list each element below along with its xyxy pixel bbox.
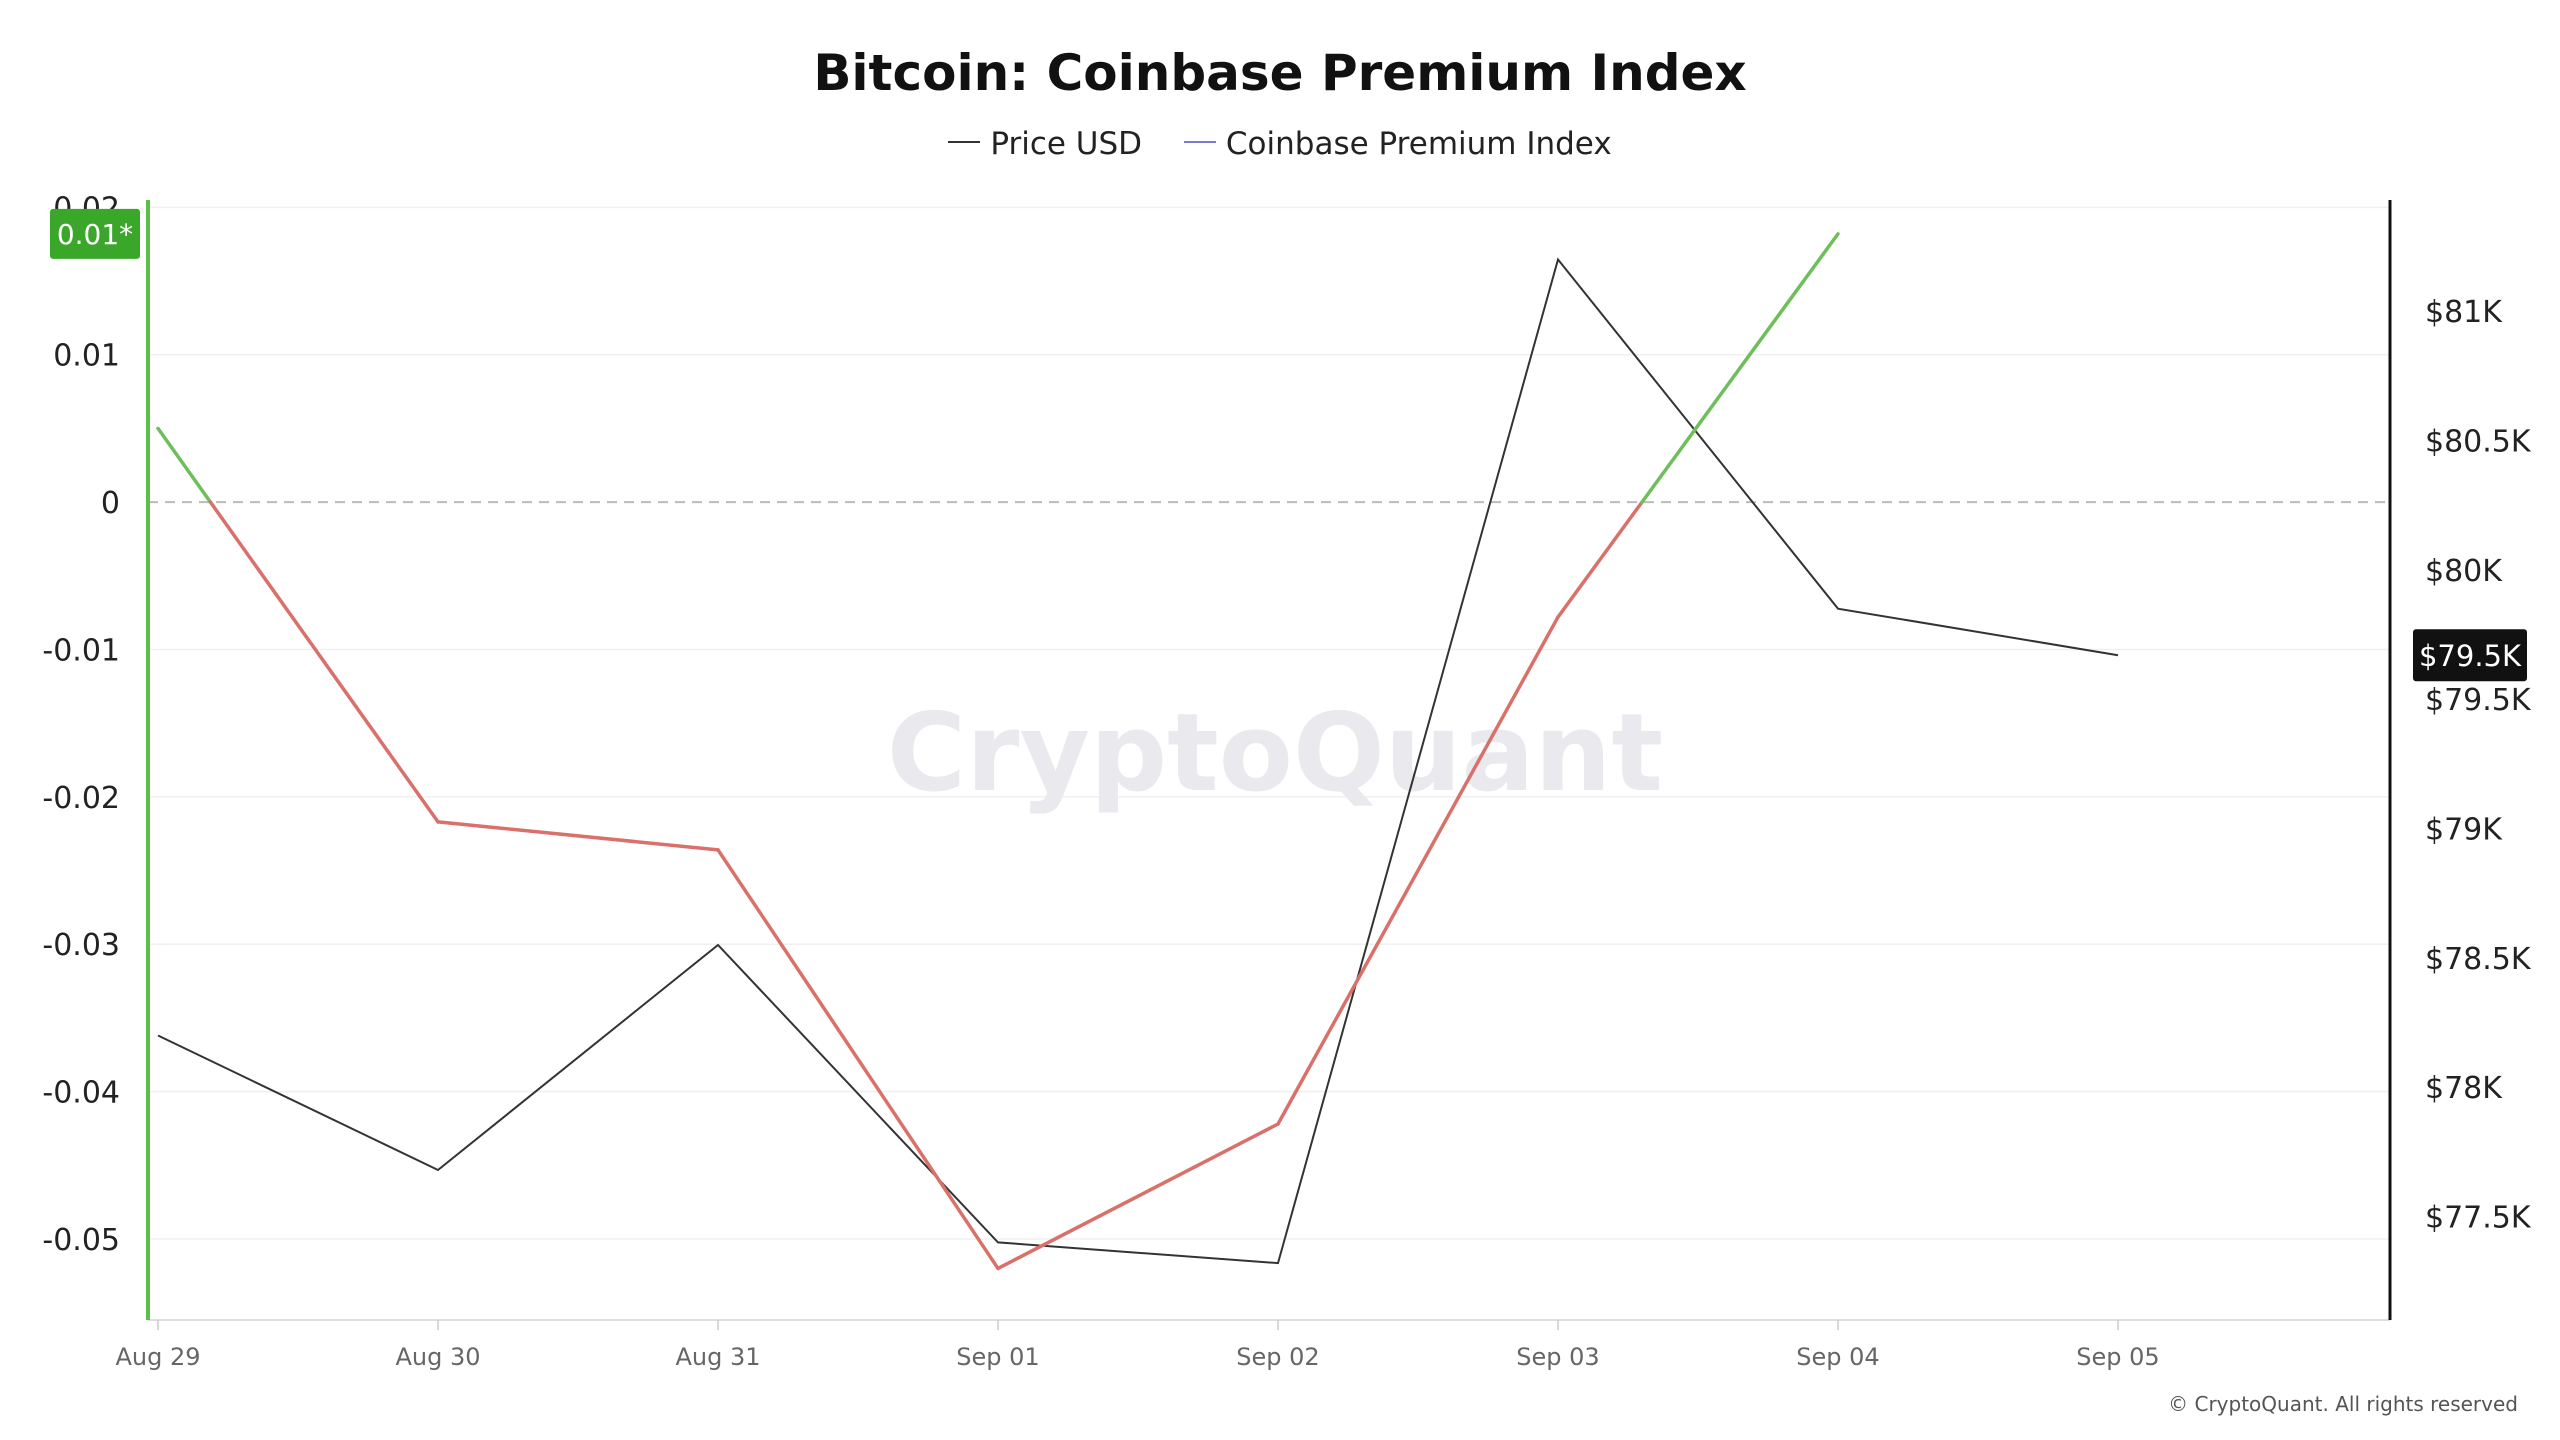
premium-segment-negative: [716, 848, 1000, 1271]
x-tick-label: Sep 03: [1516, 1343, 1599, 1371]
legend-swatch-price: [948, 140, 981, 143]
premium-segment-negative: [436, 820, 720, 852]
x-tick-label: Sep 05: [2076, 1343, 2159, 1371]
series-layer: [156, 232, 2119, 1271]
right-tick-label: $78.5K: [2425, 942, 2532, 977]
x-tick-label: Aug 29: [115, 1343, 200, 1371]
right-value-badge-label: $79.5K: [2419, 639, 2522, 673]
right-tick-label: $78K: [2425, 1071, 2503, 1106]
legend-item-price[interactable]: Price USD: [948, 126, 1142, 162]
premium-segment-negative: [1556, 500, 1644, 619]
left-tick-label: -0.05: [42, 1223, 120, 1258]
right-value-badge: [2413, 629, 2527, 682]
premium-segment-negative: [208, 500, 440, 824]
copyright-notice: © CryptoQuant. All rights reserved: [2168, 1392, 2518, 1416]
legend-item-premium[interactable]: Coinbase Premium Index: [1183, 126, 1612, 162]
premium-segment-negative: [996, 1122, 1280, 1271]
premium-segment-negative: [1276, 615, 1560, 1126]
left-value-badge: [50, 208, 140, 259]
x-tick-label: Sep 04: [1796, 1343, 1879, 1371]
right-tick-label: $80.5K: [2425, 425, 2532, 460]
right-tick-label: $79K: [2425, 813, 2503, 848]
axes: [146, 200, 2392, 1321]
x-tick-label: Sep 02: [1236, 1343, 1319, 1371]
x-tick-label: Aug 31: [675, 1343, 760, 1371]
premium-segment-positive: [1640, 232, 1840, 504]
x-axis-ticks: Aug 29 Aug 30 Aug 31 Sep 01 Sep 02 Sep 03 Sep …: [115, 1320, 2160, 1371]
left-tick-label: 0: [101, 486, 120, 521]
chart-legend: Price USD Coinbase Premium Index: [0, 126, 2560, 162]
left-tick-label: -0.03: [42, 928, 120, 963]
left-tick-label: -0.04: [42, 1076, 120, 1111]
left-axis-ticks: 0.020.010-0.01-0.02-0.03-0.04-0.05: [42, 191, 120, 1258]
left-value-badge-label: 0.01*: [57, 218, 133, 251]
watermark: CryptoQuant: [887, 691, 1663, 816]
grid-lines: [148, 206, 2390, 1240]
legend-swatch-premium: [1183, 140, 1216, 143]
right-tick-label: $77.5K: [2425, 1201, 2532, 1236]
chart-title: Bitcoin: Coinbase Premium Index: [813, 44, 1747, 102]
left-tick-label: 0.01: [53, 339, 120, 374]
left-tick-label: -0.01: [42, 633, 120, 668]
premium-segment-positive: [156, 426, 213, 504]
value-badges: 0.01* $79.5K: [50, 208, 2527, 682]
x-tick-label: Sep 01: [956, 1343, 1039, 1371]
right-axis-ticks: $81K $80.5K $80K $79.5K $79K $78.5K $78K $77.5K: [2425, 295, 2532, 1235]
legend-label-price: Price USD: [990, 126, 1143, 162]
legend-label-premium: Coinbase Premium Index: [1225, 126, 1612, 162]
right-tick-label: $81K: [2425, 295, 2503, 330]
price-usd-line: [157, 257, 2119, 1265]
left-tick-label: -0.02: [42, 781, 120, 816]
right-tick-label: $80K: [2425, 554, 2503, 589]
right-tick-label: $79.5K: [2425, 683, 2532, 718]
x-tick-label: Aug 30: [395, 1343, 480, 1371]
